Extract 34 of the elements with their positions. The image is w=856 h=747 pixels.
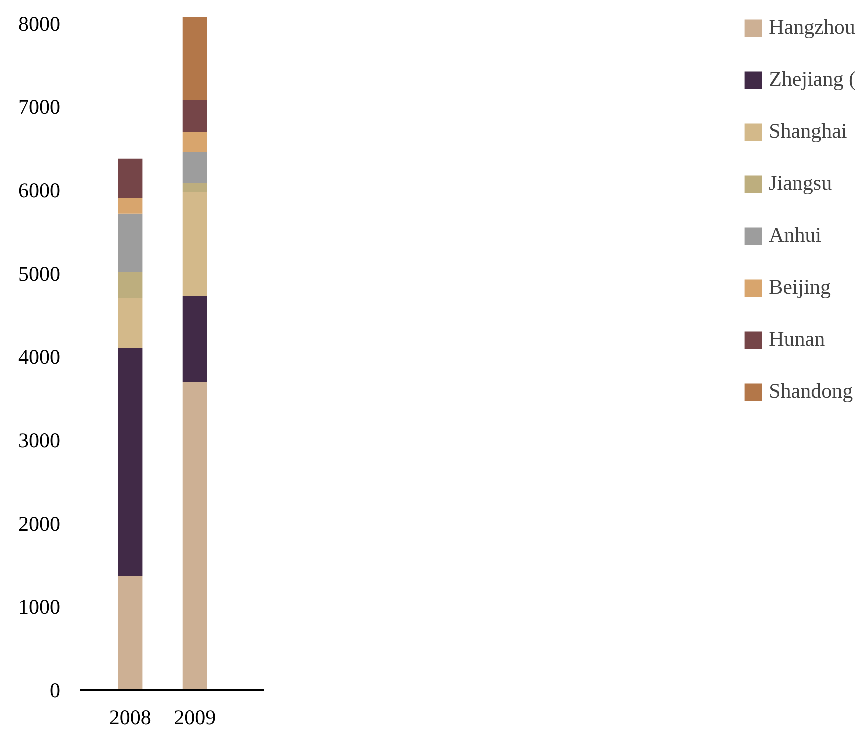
bar [118,348,143,576]
legend-label: Shanghai [769,119,848,144]
y-tick-label: 1000 [18,595,60,620]
legend-label: Shandong [769,379,854,404]
legend-label: Zhejiang ( [769,67,856,92]
bar [182,183,208,192]
y-tick-label: 8000 [18,12,60,36]
y-tick-label: 0 [50,678,60,702]
bar [118,198,143,214]
bar [182,382,208,690]
bar [182,192,208,296]
legend-label: Jiangsu [769,171,832,196]
bar [118,214,143,272]
y-tick-label: 7000 [18,95,60,120]
x-tick-label: 2009 [174,706,216,730]
legend-label: Hunan [769,327,826,352]
legend-label: Beijing [769,275,831,300]
bar [118,576,143,690]
legend-label: Anhui [769,223,822,248]
y-tick-label: 6000 [18,178,60,202]
y-tick-label: 5000 [18,262,60,286]
bar [182,17,208,100]
y-tick-label: 2000 [18,512,60,536]
bar [118,158,143,198]
bar [182,100,208,132]
bar [182,296,208,382]
y-tick-label: 3000 [18,428,60,452]
bar [118,272,143,298]
bar [118,298,143,348]
x-tick-label: 2008 [109,706,152,730]
bar [182,152,208,183]
bar [182,132,208,152]
y-tick-label: 4000 [18,345,60,370]
legend-label: Hangzhou [769,15,856,40]
